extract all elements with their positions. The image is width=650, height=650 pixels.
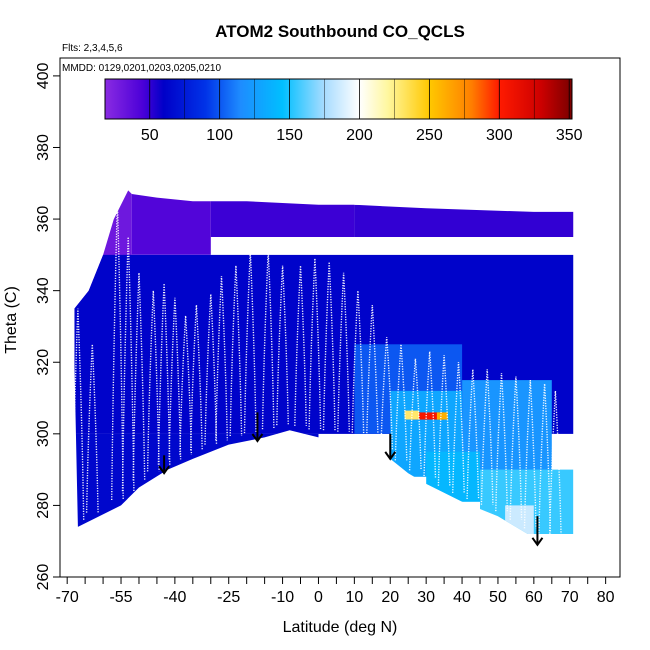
flight-profile [261, 251, 275, 430]
flight-profile [111, 201, 124, 501]
x-tick-label: 20 [381, 589, 399, 606]
x-tick-label: -70 [56, 589, 79, 606]
flight-profile [294, 265, 307, 426]
y-axis: 260 280 300 320 340 360 380 400 [35, 62, 60, 590]
flight-profile [71, 308, 85, 520]
flight-arrow [158, 455, 170, 475]
x-tick-label: -40 [163, 589, 186, 606]
dates-note: MMDD: 0129,0201,0203,0205,0210 [62, 63, 221, 74]
y-tick-label: 400 [35, 62, 52, 89]
flight-profile [337, 272, 350, 432]
colorbar: 50 100 150 200 250 300 350 [104, 78, 583, 144]
colorbar-tick-label: 50 [141, 127, 159, 144]
heatmap-cell [74, 433, 319, 527]
flight-profile [168, 297, 182, 460]
flight-arrow [531, 516, 544, 547]
flight-profile [365, 304, 379, 442]
plot-frame [59, 57, 621, 578]
heatmap-cell [411, 412, 445, 420]
flight-arrows [158, 412, 544, 547]
y-tick-label: 360 [35, 206, 52, 233]
colorbar-tick-label: 250 [416, 127, 443, 144]
y-tick-label: 260 [35, 564, 52, 591]
x-tick-label: 10 [345, 589, 363, 606]
x-tick-label: 50 [489, 589, 507, 606]
colorbar-tick-label: 300 [486, 127, 513, 144]
x-tick-label: -25 [217, 589, 240, 606]
flight-profile [380, 337, 394, 450]
flight-profile [437, 355, 451, 486]
flight-profile [452, 362, 465, 493]
y-tick-label: 340 [35, 277, 52, 304]
flight-profile [523, 380, 537, 529]
x-tick-label: 30 [417, 589, 435, 606]
y-tick-label: 320 [35, 349, 52, 376]
flight-profile [229, 265, 243, 437]
x-tick-label: 0 [314, 589, 323, 606]
flight-profile [276, 265, 289, 426]
y-tick-label: 280 [35, 492, 52, 519]
colorbar-tick-label: 200 [346, 127, 373, 144]
heatmap-cell [354, 204, 574, 237]
heatmap-cell [436, 412, 448, 420]
heatmap-cell [505, 505, 534, 534]
flight-profile [308, 258, 322, 430]
flight-profile [466, 369, 480, 500]
x-axis-label: Latitude (deg N) [283, 619, 398, 636]
flight-profile [243, 251, 257, 434]
flight-profile [495, 372, 508, 512]
colorbar-tick-label: 350 [556, 127, 583, 144]
flight-profile [215, 276, 228, 441]
heatmap-cell [210, 197, 355, 237]
colorbar-scale [104, 78, 573, 120]
flight-arrow [251, 412, 264, 443]
x-tick-label: -55 [109, 589, 132, 606]
flight-profile [509, 376, 523, 520]
heatmap-field [71, 190, 574, 537]
flight-profile [179, 315, 193, 455]
flight-profile [480, 369, 494, 505]
x-tick-label: 80 [597, 589, 615, 606]
x-tick-label: 40 [453, 589, 471, 606]
flight-profile [190, 304, 203, 451]
chart-title: ATOM2 Southbound CO_QCLS [215, 22, 465, 41]
heatmap-cell [131, 190, 211, 255]
x-tick-label: 70 [561, 589, 579, 606]
flight-profile [351, 290, 365, 436]
colorbar-tick-label: 100 [206, 127, 233, 144]
colorbar-tick-label: 150 [276, 127, 303, 144]
y-tick-label: 300 [35, 420, 52, 447]
x-tick-label: 60 [525, 589, 543, 606]
x-tick-label: -10 [271, 589, 294, 606]
flight-profile [408, 358, 422, 471]
flight-profile [548, 390, 562, 537]
flights-note: Flts: 2,3,4,5,6 [62, 43, 123, 54]
flight-arrow [384, 433, 397, 461]
y-tick-label: 380 [35, 134, 52, 161]
x-axis: -70 -55 -40 -25 -10 0 10 20 30 40 50 60 70 80 [56, 577, 615, 606]
y-axis-label: Theta (C) [3, 286, 20, 354]
